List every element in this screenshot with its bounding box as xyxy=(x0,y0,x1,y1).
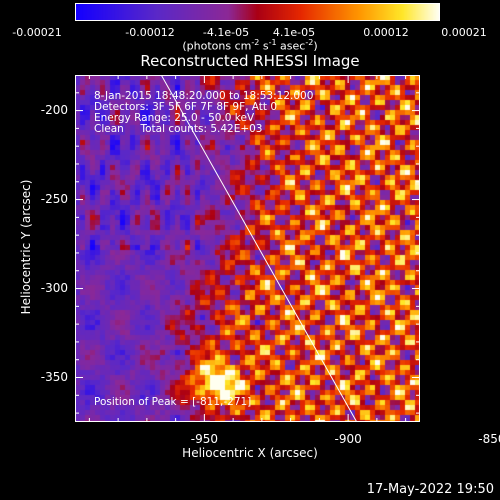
x-tick-label: -900 xyxy=(334,432,362,446)
x-tick-label: -850 xyxy=(478,432,500,446)
heatmap xyxy=(75,75,420,422)
plot-frame xyxy=(75,75,420,422)
colorbar-tick: 0.00012 xyxy=(363,26,409,39)
chart-title: Reconstructed RHESSI Image xyxy=(140,52,360,70)
y-tick-label: -350 xyxy=(40,369,68,384)
colorbar-tick: -4.1e-05 xyxy=(202,26,250,39)
y-tick-label: -200 xyxy=(40,102,68,117)
y-tick-label: -300 xyxy=(40,280,68,295)
info-detectors: Detectors: 3F 5F 6F 7F 8F 9F, Att 0 xyxy=(94,101,278,113)
plot-area xyxy=(75,75,420,422)
colorbar-tick: 4.1e-05 xyxy=(272,26,316,39)
timestamp: 17-May-2022 19:50 xyxy=(366,482,494,497)
plot-axes xyxy=(75,75,420,422)
info-method: Clean Total counts: 5.42E+03 xyxy=(94,123,263,135)
colorbar xyxy=(75,3,440,21)
y-tick-label: -250 xyxy=(40,191,68,206)
peak-position: Position of Peak = [-811,-271] xyxy=(94,396,252,408)
x-tick-label: -950 xyxy=(190,432,218,446)
colorbar-unit: (photons cm-2 s-1 asec-2) xyxy=(182,38,318,53)
colorbar-tick: -0.00012 xyxy=(125,26,175,39)
info-energy: Energy Range: 25.0 - 50.0 keV xyxy=(94,112,255,124)
y-axis-label: Heliocentric Y (arcsec) xyxy=(19,179,33,315)
colorbar-tick: -0.00021 xyxy=(12,26,62,39)
colorbar-tick: 0.00021 xyxy=(441,26,487,39)
limb-line xyxy=(160,75,358,422)
info-time: 8-Jan-2015 18:48:20.000 to 18:53:12.000 xyxy=(94,90,314,102)
x-axis-label: Heliocentric X (arcsec) xyxy=(182,446,318,460)
